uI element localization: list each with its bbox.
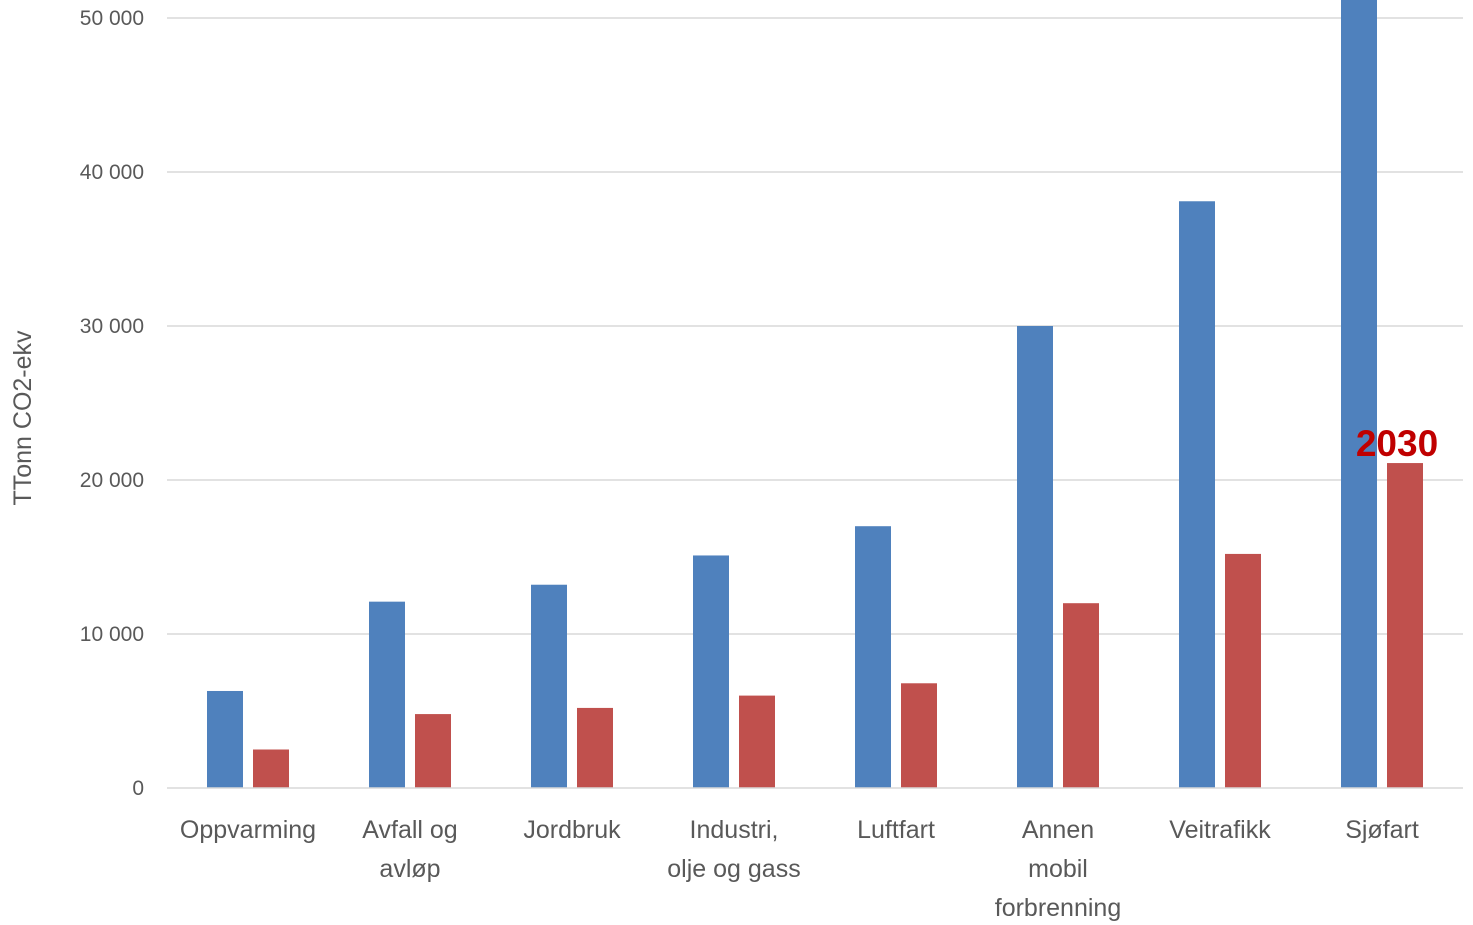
bar bbox=[901, 683, 937, 788]
y-tick-label: 50 000 bbox=[80, 7, 144, 30]
bar bbox=[1017, 326, 1053, 788]
bar bbox=[253, 749, 289, 788]
bars bbox=[207, 0, 1423, 788]
x-tick-label: Avfall og avløp bbox=[362, 816, 457, 883]
y-axis-title: TTonn CO2-ekv bbox=[9, 330, 37, 506]
annotations: 2030 bbox=[1356, 423, 1438, 464]
bar bbox=[1225, 553, 1261, 788]
bar bbox=[1387, 463, 1423, 788]
y-tick-label: 20 000 bbox=[80, 469, 144, 492]
annotation-label: 2030 bbox=[1356, 423, 1438, 464]
bar bbox=[1063, 603, 1099, 788]
x-tick-label: Oppvarming bbox=[180, 816, 316, 844]
x-tick-label: Annen mobil forbrenning bbox=[995, 816, 1121, 922]
bar bbox=[369, 601, 405, 788]
x-tick-label: Sjøfart bbox=[1345, 816, 1419, 844]
bar bbox=[1341, 0, 1377, 788]
gridlines bbox=[167, 17, 1463, 635]
x-tick-label: Veitrafikk bbox=[1169, 816, 1271, 844]
bar bbox=[693, 555, 729, 788]
bar bbox=[1179, 201, 1215, 788]
bar bbox=[739, 695, 775, 788]
x-tick-label: Jordbruk bbox=[523, 816, 621, 844]
y-tick-label: 40 000 bbox=[80, 161, 144, 184]
bar bbox=[415, 714, 451, 788]
y-tick-label: 10 000 bbox=[80, 623, 144, 646]
axes: 0 10 000 20 000 30 000 40 000 50 000 Oppvarmin… bbox=[80, 7, 1463, 922]
bar bbox=[855, 526, 891, 788]
y-tick-label: 0 bbox=[132, 777, 144, 800]
y-tick-label: 30 000 bbox=[80, 315, 144, 338]
x-tick-label: Industri, olje og gass bbox=[667, 816, 800, 883]
bar bbox=[207, 690, 243, 788]
bar bbox=[531, 584, 567, 788]
bar bbox=[577, 707, 613, 788]
x-tick-label: Luftfart bbox=[857, 816, 935, 844]
